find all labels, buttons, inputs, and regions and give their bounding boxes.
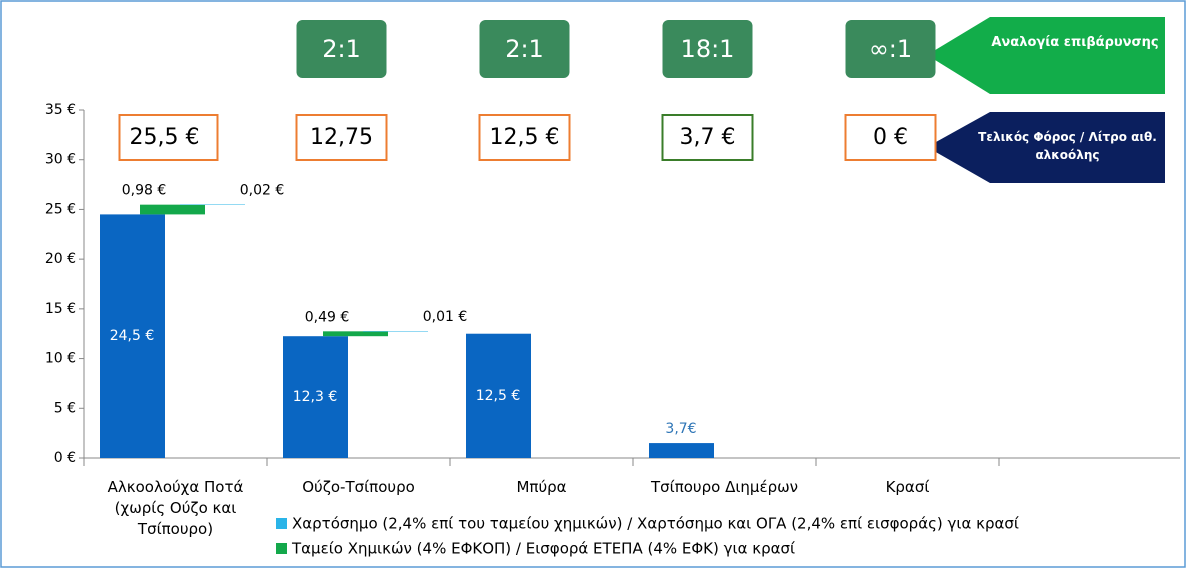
ratio-label: 2:1 [322, 35, 361, 63]
ratio-label: 2:1 [505, 35, 544, 63]
total-label: 25,5 € [130, 125, 200, 150]
total-box [661, 114, 754, 161]
y-tick-label: 25 € [45, 201, 76, 217]
bar-label: 12,5 € [476, 388, 521, 404]
ratio-label: 18:1 [681, 35, 735, 63]
total-label: 0 € [873, 125, 908, 150]
ratio-arrow [927, 17, 1165, 94]
total-box [478, 114, 571, 161]
ratio-box [479, 20, 570, 78]
ratio-label: ∞:1 [869, 35, 912, 63]
segment-label: 0,01 € [423, 309, 468, 325]
total-box [118, 114, 219, 161]
bar-label: 24,5 € [110, 328, 155, 344]
y-tick-label: 20 € [45, 251, 76, 267]
ratio-box [845, 20, 936, 78]
segment-label: 0,02 € [240, 182, 285, 198]
segment [363, 331, 428, 332]
legend-swatch [276, 543, 287, 554]
y-tick-label: 10 € [45, 351, 76, 367]
segment [140, 204, 205, 215]
y-tick-label: 5 € [54, 400, 76, 416]
legend-swatch [276, 518, 287, 529]
segment [180, 204, 245, 205]
legend-label: Ταμείο Χημικών (4% ΕΦΚΟΠ) / Εισφορά ΕΤΕΠ… [291, 540, 795, 558]
segment-label: 0,98 € [122, 183, 167, 199]
totals-title: Τελικός Φόρος / Λίτρο αιθ. αλκοόλης [978, 130, 1157, 162]
bar [649, 443, 714, 458]
ratio-box [662, 20, 753, 78]
y-tick-label: 30 € [45, 152, 76, 168]
annotation: 3,7€ [665, 421, 696, 437]
legend-label: Χαρτόσημο (2,4% επί του ταμείου χημικών)… [292, 515, 1019, 533]
bar-label: 12,3 € [293, 389, 338, 405]
x-tick-label: Τσίπουρο Διημέρων [650, 478, 799, 496]
y-tick-label: 0 € [54, 450, 76, 466]
bar [100, 214, 165, 458]
ratio-box [296, 20, 387, 78]
segment [323, 331, 388, 337]
total-label: 12,5 € [490, 125, 560, 150]
total-label: 12,75 [310, 125, 373, 150]
bar [466, 333, 531, 458]
y-tick-label: 15 € [45, 301, 76, 317]
x-tick-label: Ούζο-Τσίπουρο [302, 478, 415, 496]
x-tick-label: Κρασί [885, 478, 930, 496]
bar [283, 336, 348, 458]
segment-label: 0,49 € [305, 309, 350, 325]
totals-arrow [927, 112, 1165, 183]
total-label: 3,7 € [680, 125, 736, 150]
ratio-title: Αναλογία επιβάρυνσης [991, 35, 1159, 50]
total-box [844, 114, 937, 161]
y-tick-label: 35 € [45, 102, 76, 118]
x-tick-label: Αλκοολούχα Ποτά (χωρίς Ούζο και Τσίπουρο… [107, 478, 244, 538]
total-box [295, 114, 388, 161]
x-tick-label: Μπύρα [516, 478, 567, 496]
